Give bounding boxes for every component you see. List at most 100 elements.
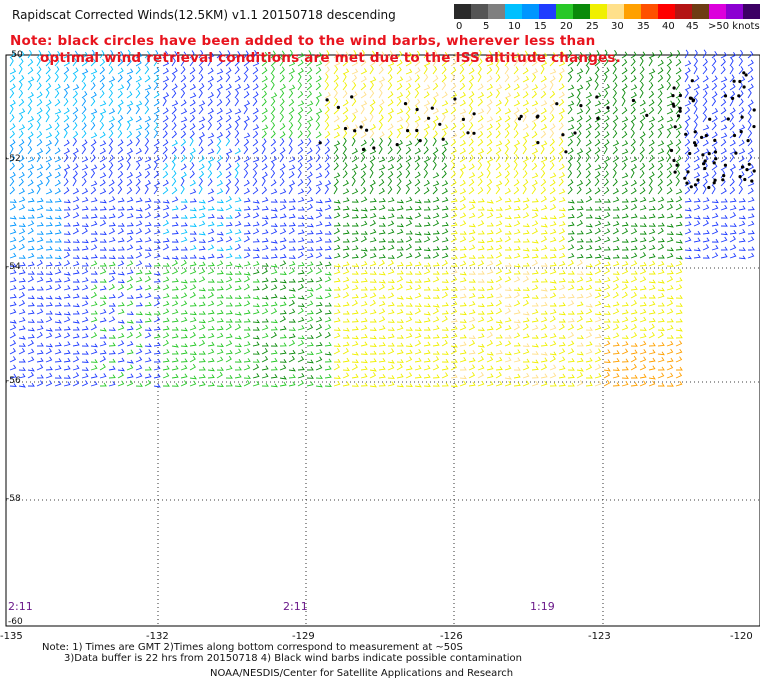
wind-barb	[90, 169, 96, 179]
wind-barb	[18, 317, 26, 323]
wind-barb	[387, 207, 395, 211]
wind-barb	[513, 309, 521, 315]
wind-barb	[252, 124, 260, 131]
legend-swatch	[675, 4, 692, 19]
wind-barb	[243, 212, 251, 219]
wind-barb	[459, 236, 467, 243]
contamination-circle	[685, 181, 689, 185]
wind-barb	[72, 177, 77, 187]
wind-barb	[567, 205, 575, 211]
wind-barb	[9, 105, 14, 115]
wind-barb	[639, 262, 647, 267]
wind-barb	[720, 214, 728, 219]
wind-barb	[747, 220, 755, 227]
wind-barb	[729, 235, 736, 243]
wind-barb	[351, 81, 357, 91]
wind-barb	[576, 342, 584, 347]
wind-barb	[711, 115, 718, 123]
wind-barb	[63, 212, 71, 219]
wind-barb	[198, 106, 204, 115]
wind-barb	[9, 237, 17, 243]
wind-barb	[441, 74, 447, 83]
wind-barb	[531, 107, 538, 115]
wind-barb	[54, 187, 61, 195]
wind-barb	[720, 155, 727, 163]
wind-barb	[603, 145, 608, 155]
wind-barb	[441, 252, 449, 259]
wind-barb	[522, 203, 529, 211]
wind-barb	[540, 287, 548, 292]
wind-barb	[576, 212, 584, 219]
wind-barb	[45, 348, 52, 355]
wind-barb	[387, 220, 395, 227]
wind-barb	[585, 284, 593, 291]
wind-barb	[675, 348, 683, 355]
wind-barb	[657, 357, 665, 363]
wind-barb	[9, 68, 17, 75]
wind-barb	[531, 198, 539, 203]
wind-barb	[261, 333, 269, 339]
wind-barb	[387, 348, 395, 355]
wind-barb	[450, 308, 458, 315]
wind-barb	[531, 295, 539, 299]
wind-barb	[288, 381, 296, 387]
wind-barb	[99, 90, 105, 99]
wind-barb	[657, 302, 665, 307]
wind-barb	[297, 215, 305, 220]
wind-barb	[612, 367, 620, 372]
wind-barb	[225, 221, 233, 227]
wind-barb	[513, 214, 521, 219]
wind-barb	[612, 187, 619, 195]
footer-note-1: Note: 1) Times are GMT 2)Times along bot…	[42, 642, 463, 653]
wind-barb	[405, 155, 412, 163]
wind-barb	[505, 230, 512, 235]
wind-barb	[207, 286, 215, 291]
wind-barb	[648, 68, 656, 75]
wind-barb	[36, 197, 44, 203]
wind-barb	[108, 97, 114, 107]
wind-barb	[81, 178, 87, 187]
wind-barb	[585, 65, 590, 75]
wind-barb	[63, 139, 70, 147]
wind-barb	[360, 100, 368, 107]
wind-barb	[279, 310, 287, 315]
contamination-circle	[696, 178, 700, 182]
wind-barb	[153, 107, 160, 115]
wind-barb	[99, 317, 107, 323]
wind-barb	[288, 180, 296, 187]
wind-barb	[180, 66, 186, 75]
wind-barb	[153, 350, 161, 355]
wind-barb	[153, 285, 161, 291]
wind-barb	[603, 115, 610, 123]
wind-barb	[351, 207, 359, 212]
wind-barb	[261, 75, 268, 83]
wind-barb	[54, 342, 62, 347]
wind-barb	[342, 261, 350, 267]
wind-barb	[27, 105, 32, 115]
wind-barb	[495, 276, 503, 283]
wind-barb	[513, 373, 521, 379]
wind-barb	[288, 293, 296, 299]
wind-barb	[216, 138, 222, 147]
wind-barb	[414, 171, 421, 179]
wind-barb	[369, 81, 374, 91]
wind-barb	[486, 351, 494, 356]
wind-barb	[441, 382, 449, 387]
wind-barb	[468, 357, 476, 363]
wind-barb	[189, 137, 194, 147]
wind-barb	[621, 67, 628, 75]
wind-barb	[621, 309, 629, 315]
wind-barb	[675, 239, 683, 244]
wind-barb	[558, 348, 566, 355]
wind-barb	[306, 300, 314, 307]
wind-barb	[45, 162, 51, 171]
wind-barb	[324, 316, 332, 323]
wind-barb	[684, 115, 691, 123]
wind-barb	[504, 97, 509, 107]
wind-barb	[333, 172, 341, 179]
wind-barb	[657, 50, 663, 59]
wind-barb	[594, 227, 601, 235]
wind-barb	[243, 276, 250, 283]
wind-barb	[414, 319, 422, 324]
wind-barb	[702, 171, 709, 179]
